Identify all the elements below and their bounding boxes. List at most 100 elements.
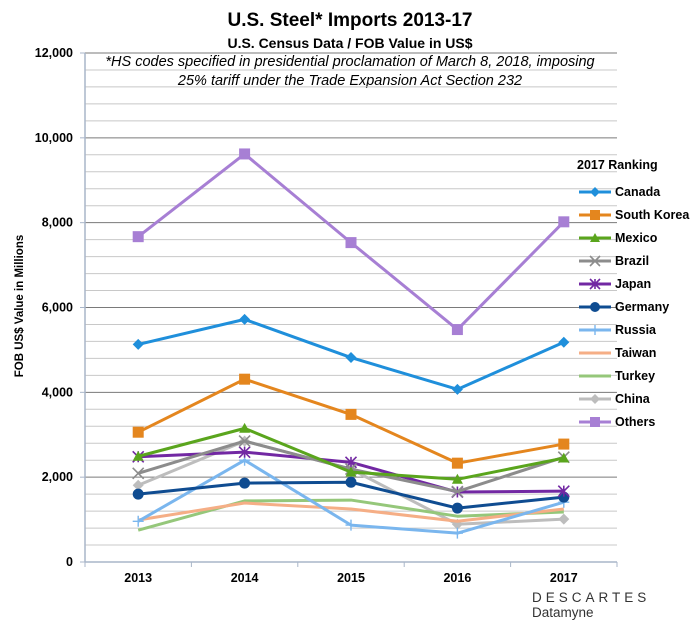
legend-label: Turkey xyxy=(615,368,656,383)
data-point-russia xyxy=(345,519,357,531)
data-point-canada xyxy=(345,352,357,364)
chart-note: *HS codes specified in presidential proc… xyxy=(105,54,595,89)
legend-swatch xyxy=(579,209,611,220)
data-point-canada xyxy=(558,336,570,348)
series-turkey xyxy=(137,498,564,532)
data-point-germany xyxy=(239,477,251,489)
legend-item-taiwan: Taiwan xyxy=(577,341,689,364)
series-south-korea xyxy=(132,373,570,469)
legend-item-turkey: Turkey xyxy=(577,364,689,387)
data-point-others xyxy=(345,237,357,249)
footer-brand: DESCARTES xyxy=(532,590,651,605)
data-point-mexico xyxy=(132,450,144,461)
data-point-others xyxy=(132,231,144,243)
legend: 2017 Ranking Canada South Korea Mexico Braz… xyxy=(577,158,689,433)
y-tick-label: 0 xyxy=(66,555,73,569)
legend-swatch xyxy=(579,324,611,335)
legend-swatch-marker xyxy=(590,416,600,427)
y-tick-label: 12,000 xyxy=(35,46,73,60)
footer-product: Datamyne xyxy=(532,605,594,620)
data-point-others xyxy=(558,216,570,228)
legend-item-china: China xyxy=(577,387,689,410)
legend-label: South Korea xyxy=(615,207,690,222)
data-point-germany xyxy=(345,476,357,488)
legend-swatch xyxy=(579,232,611,242)
legend-swatch-marker xyxy=(590,232,600,242)
y-tick-label: 10,000 xyxy=(35,131,73,145)
series-canada xyxy=(132,313,570,395)
legend-label: Taiwan xyxy=(615,345,657,360)
series-line-turkey xyxy=(137,498,564,532)
chart-title: U.S. Steel* Imports 2013-17 xyxy=(227,10,473,31)
data-point-mexico xyxy=(451,473,463,484)
legend-swatch xyxy=(579,393,611,404)
data-point-brazil xyxy=(451,485,464,498)
legend-swatch-marker xyxy=(590,186,600,197)
data-point-canada xyxy=(132,338,144,350)
data-point-japan xyxy=(238,446,251,459)
data-point-mexico xyxy=(345,466,357,477)
descartes-datamyne-logo: DESCARTES Datamyne xyxy=(532,590,700,620)
data-point-china xyxy=(132,479,144,491)
legend-swatch-marker xyxy=(589,254,601,267)
legend-swatch-marker xyxy=(589,277,601,290)
data-point-russia xyxy=(451,527,463,539)
data-point-others xyxy=(451,324,463,336)
data-point-south-korea xyxy=(239,373,251,385)
legend-label: Japan xyxy=(615,276,652,291)
legend-swatch xyxy=(579,277,611,290)
series-line-taiwan xyxy=(137,501,564,523)
legend-label: Germany xyxy=(615,299,670,314)
legend-swatch-marker xyxy=(590,301,600,312)
series-taiwan xyxy=(137,501,564,523)
data-point-south-korea xyxy=(345,408,357,420)
legend-swatch-marker xyxy=(590,209,600,220)
legend-label: Russia xyxy=(615,322,656,337)
y-tick-label: 8,000 xyxy=(42,216,73,230)
y-tick-label: 2,000 xyxy=(42,470,73,484)
data-point-canada xyxy=(451,383,463,395)
legend-swatch-marker xyxy=(590,324,600,335)
legend-item-canada: Canada xyxy=(577,180,689,203)
data-point-germany xyxy=(451,502,463,514)
data-point-germany xyxy=(132,488,144,500)
data-point-others xyxy=(239,148,251,160)
data-point-south-korea xyxy=(132,426,144,438)
x-tick-label: 2015 xyxy=(337,571,365,585)
legend-item-japan: Japan xyxy=(577,272,689,295)
data-point-brazil xyxy=(238,435,251,448)
data-point-china xyxy=(558,513,570,525)
data-point-russia xyxy=(132,515,144,527)
legend-swatch xyxy=(579,301,611,312)
legend-swatch xyxy=(579,351,611,354)
chart-subtitle: U.S. Census Data / FOB Value in US$ xyxy=(227,35,473,51)
data-point-japan xyxy=(557,485,570,498)
legend-label: Brazil xyxy=(615,253,650,268)
legend-label: China xyxy=(615,391,650,406)
data-point-south-korea xyxy=(451,457,463,469)
x-tick-label: 2014 xyxy=(231,571,259,585)
data-point-mexico xyxy=(558,452,570,463)
legend-swatch-marker xyxy=(590,393,600,404)
series-line-south-korea xyxy=(137,377,565,465)
legend-item-russia: Russia xyxy=(577,318,689,341)
series-others xyxy=(132,148,570,336)
data-point-south-korea xyxy=(558,438,570,450)
legend-title: 2017 Ranking xyxy=(577,158,658,172)
data-point-brazil xyxy=(132,467,145,480)
y-tick-label: 4,000 xyxy=(42,385,73,399)
legend-swatch xyxy=(579,374,611,377)
data-point-mexico xyxy=(239,422,251,433)
legend-swatch xyxy=(579,186,611,197)
legend-label: Others xyxy=(615,414,656,429)
x-tick-label: 2017 xyxy=(550,571,578,585)
series-germany xyxy=(132,476,570,514)
y-tick-label: 6,000 xyxy=(42,301,73,315)
legend-item-mexico: Mexico xyxy=(577,226,689,249)
legend-item-brazil: Brazil xyxy=(577,249,689,272)
series-mexico xyxy=(132,422,570,484)
legend-swatch xyxy=(579,254,611,267)
legend-swatch xyxy=(579,416,611,427)
legend-item-south-korea: South Korea xyxy=(577,203,689,226)
